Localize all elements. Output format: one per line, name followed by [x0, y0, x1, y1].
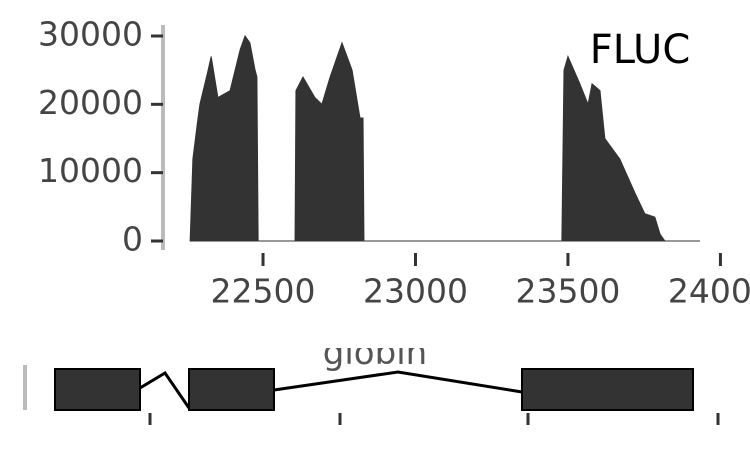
intron — [273, 370, 523, 394]
exon — [521, 368, 694, 411]
y-tick-label: 20000 — [38, 83, 143, 122]
gene-label: globin — [323, 333, 427, 373]
x-tick-label: 23000 — [363, 272, 468, 311]
intron — [139, 370, 191, 409]
y-tick-label: 0 — [122, 220, 143, 259]
panel-label: FLUC — [590, 27, 691, 73]
exon — [188, 368, 275, 411]
coverage-area — [189, 34, 700, 242]
x-tick-label: 24000 — [668, 272, 750, 311]
exon — [54, 368, 141, 411]
y-tick-label: 30000 — [38, 15, 143, 54]
y-tick-label: 10000 — [38, 151, 143, 190]
x-tick-label: 22500 — [211, 272, 316, 311]
x-tick-label: 23500 — [515, 272, 620, 311]
gene-model: globin — [23, 333, 720, 425]
